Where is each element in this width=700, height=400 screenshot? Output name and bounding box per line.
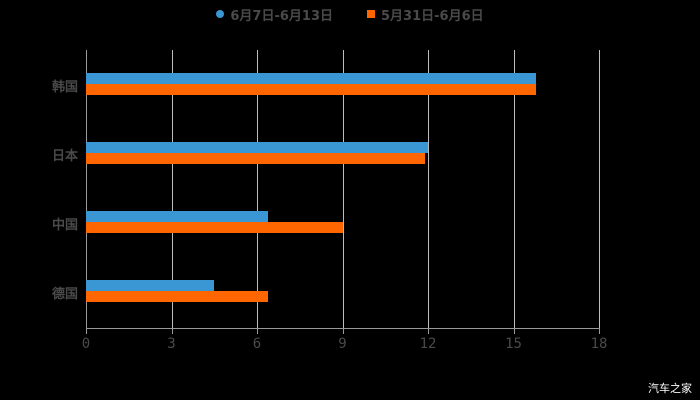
legend-item-series-1[interactable]: 6月7日-6月13日 (216, 5, 333, 24)
bar[interactable] (86, 73, 537, 84)
gridline (513, 50, 515, 328)
category-label: 中国 (51, 218, 78, 233)
bar[interactable] (86, 84, 537, 95)
x-tick-label: 18 (590, 336, 608, 352)
x-tick-label: 6 (252, 336, 262, 352)
bar[interactable] (86, 153, 426, 164)
category-label: 日本 (51, 149, 78, 164)
gridline (171, 50, 173, 328)
legend-label: 6月7日-6月13日 (230, 8, 333, 24)
category-label: 韩国 (51, 80, 78, 95)
x-tick (513, 328, 515, 334)
x-tick (86, 328, 87, 334)
bar[interactable] (86, 142, 428, 153)
gridline (342, 50, 344, 328)
y-axis-line (86, 50, 87, 328)
legend-label: 5月31日-6月6日 (381, 8, 484, 24)
x-tick (342, 328, 344, 334)
x-tick-label: 15 (505, 336, 522, 352)
x-tick-label: 9 (338, 336, 347, 352)
category-label: 德国 (51, 287, 78, 302)
square-marker-icon (367, 10, 375, 18)
gridline (257, 50, 258, 328)
x-tick-label: 3 (167, 336, 176, 352)
bar[interactable] (86, 291, 269, 302)
gridline (599, 50, 600, 328)
plot-area (86, 50, 600, 328)
bar[interactable] (86, 211, 269, 222)
legend-item-series-2[interactable]: 5月31日-6月6日 (367, 5, 484, 24)
x-tick (599, 328, 600, 334)
x-tick (171, 328, 173, 334)
x-tick (428, 328, 429, 334)
watermark: 汽车之家 (648, 382, 692, 395)
x-tick (257, 328, 258, 334)
bar[interactable] (86, 280, 215, 291)
circle-marker-icon (216, 10, 225, 18)
x-tick-label: 0 (81, 336, 91, 352)
gridline (428, 50, 429, 328)
x-tick-label: 12 (419, 336, 437, 352)
bar[interactable] (86, 222, 343, 233)
legend: 6月7日-6月13日 5月31日-6月6日 (0, 4, 700, 24)
